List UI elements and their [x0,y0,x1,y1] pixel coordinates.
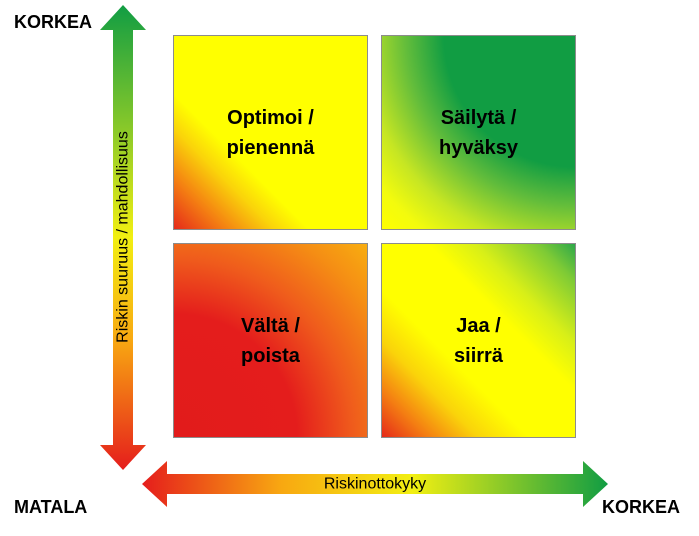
quadrant-optimize-label: Optimoi / pienennä [226,106,315,159]
quadrant-avoid-label: Vältä / poista [241,314,300,367]
vertical-arrow [100,5,146,470]
y-axis-high-label: KORKEA [14,12,93,32]
y-axis-low-label: MATALA [14,497,88,517]
quadrant-avoid: Vältä / poista [173,243,368,438]
quadrant-optimize: Optimoi / pienennä [173,35,368,230]
quadrant-retain-label: Säilytä / hyväksy [439,106,518,159]
quadrant-share: Jaa / siirrä [381,243,576,438]
x-axis-high-label: KORKEA [602,497,681,517]
x-axis-title: Riskinottokyky [324,476,426,493]
horizontal-arrow [142,461,608,507]
quadrant-share-label: Jaa / siirrä [454,314,503,367]
y-axis-title: Riskin suuruus / mahdollisuus [115,131,132,343]
quadrant-retain: Säilytä / hyväksy [381,35,576,230]
